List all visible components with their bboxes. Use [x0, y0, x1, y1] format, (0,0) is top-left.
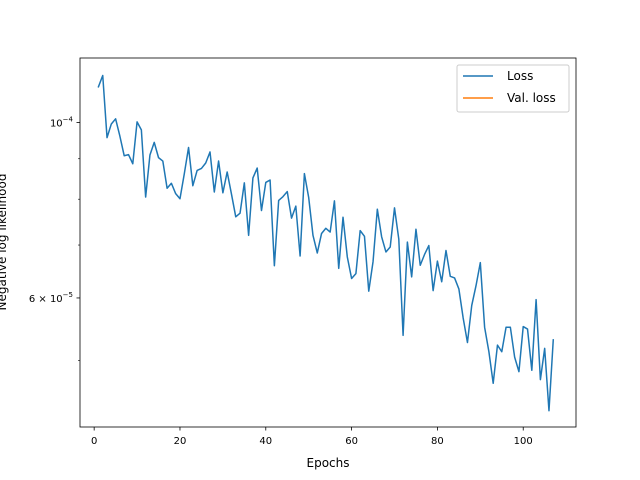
x-tick-label: 20	[174, 436, 187, 447]
series-loss-line	[97, 74, 555, 412]
y-axis-label: Negative log likelihood	[0, 174, 9, 311]
x-axis-label: Epochs	[307, 456, 350, 470]
axes-frame	[79, 57, 577, 428]
legend-label-val-loss: Val. loss	[507, 91, 556, 105]
legend: Loss Val. loss	[456, 64, 570, 113]
x-axis-ticks: 0 20 40 60 80 100	[91, 427, 533, 447]
x-tick-label: 0	[91, 436, 97, 447]
legend-label-loss: Loss	[507, 69, 533, 83]
y-tick-label: 10−4	[50, 116, 74, 130]
x-tick-label: 100	[514, 436, 533, 447]
x-tick-label: 80	[431, 436, 444, 447]
y-axis-ticks: 10−4 6 × 10−5	[29, 116, 80, 361]
plot-area	[97, 74, 555, 412]
y-tick-label: 6 × 10−5	[29, 291, 73, 305]
x-tick-label: 60	[345, 436, 358, 447]
x-tick-label: 40	[259, 436, 272, 447]
